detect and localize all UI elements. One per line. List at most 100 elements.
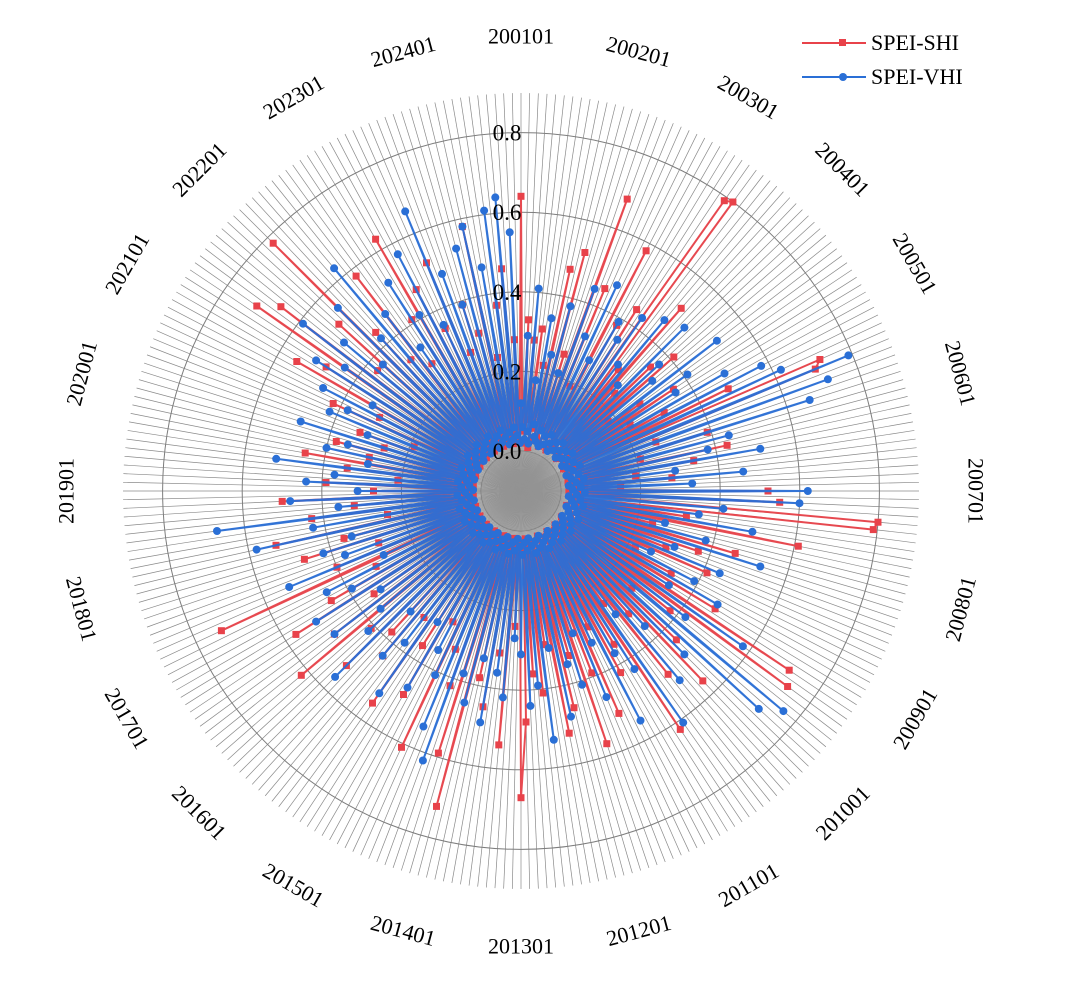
data-point xyxy=(655,360,664,369)
data-point xyxy=(701,536,710,545)
data-point xyxy=(364,627,373,635)
data-point xyxy=(286,497,295,506)
data-point xyxy=(530,420,539,429)
data-point xyxy=(498,693,507,702)
data-point xyxy=(513,431,522,440)
data-point xyxy=(688,479,697,488)
data-point xyxy=(518,427,526,435)
data-point xyxy=(567,712,575,721)
category-label: 202401 xyxy=(368,31,438,72)
category-label: 200301 xyxy=(714,70,784,125)
data-point xyxy=(325,407,334,416)
data-point xyxy=(369,699,376,707)
legend-label: SPEI-SHI xyxy=(871,30,960,55)
data-point xyxy=(724,431,733,440)
data-point xyxy=(568,449,577,458)
data-point xyxy=(676,725,684,733)
data-point xyxy=(583,505,590,513)
data-point xyxy=(301,449,309,457)
data-point xyxy=(794,542,802,550)
data-point xyxy=(480,206,489,215)
data-point xyxy=(529,670,537,678)
data-point xyxy=(376,585,385,594)
category-label: 200801 xyxy=(940,574,981,644)
data-point xyxy=(547,314,556,323)
data-point xyxy=(549,735,558,744)
data-point xyxy=(626,421,634,429)
data-point xyxy=(723,441,731,449)
data-point xyxy=(340,338,348,347)
data-point xyxy=(433,618,442,627)
data-point xyxy=(381,310,390,318)
data-point xyxy=(363,460,372,468)
category-label: 201101 xyxy=(714,858,783,912)
data-point xyxy=(363,431,372,440)
grid-ring xyxy=(162,132,880,850)
data-point xyxy=(570,704,578,712)
data-point xyxy=(579,474,588,483)
legend-swatch-square-icon xyxy=(800,28,866,58)
square-marker-icon xyxy=(839,39,846,46)
category-label: 201201 xyxy=(604,910,674,951)
data-point xyxy=(464,458,473,467)
data-point xyxy=(548,538,557,547)
data-point xyxy=(485,538,494,547)
category-label: 201501 xyxy=(259,858,329,913)
data-point xyxy=(341,551,349,559)
data-point xyxy=(457,483,466,492)
legend-item-spei-vhi[interactable]: SPEI-VHI xyxy=(800,62,963,92)
data-point xyxy=(472,460,481,469)
data-point xyxy=(347,584,356,593)
data-point xyxy=(565,488,573,496)
data-point xyxy=(537,426,546,435)
data-point xyxy=(272,454,281,463)
data-point xyxy=(523,427,532,436)
category-label: 201401 xyxy=(368,910,438,951)
data-point xyxy=(438,269,446,278)
data-point xyxy=(458,300,467,309)
data-point xyxy=(319,384,328,392)
data-point xyxy=(400,638,409,647)
data-point xyxy=(296,417,305,426)
data-point xyxy=(516,439,524,448)
data-point xyxy=(352,272,360,280)
data-point xyxy=(299,319,307,328)
data-point xyxy=(563,455,572,464)
data-point xyxy=(671,388,680,397)
data-point xyxy=(516,539,524,547)
category-label: 202001 xyxy=(61,338,102,408)
data-point xyxy=(756,562,765,571)
data-point xyxy=(562,447,570,456)
data-point xyxy=(510,546,519,555)
data-point xyxy=(403,683,412,692)
data-point xyxy=(368,401,377,410)
data-point xyxy=(504,549,513,558)
data-point xyxy=(823,375,832,384)
data-point xyxy=(531,376,540,385)
series-layer xyxy=(213,192,882,810)
data-point xyxy=(292,630,300,638)
data-point xyxy=(300,555,308,563)
data-point xyxy=(398,743,405,751)
data-point xyxy=(719,504,728,513)
data-point xyxy=(376,604,385,613)
data-point xyxy=(590,284,599,293)
category-label: 202301 xyxy=(259,70,329,125)
data-point xyxy=(331,672,340,681)
data-point xyxy=(672,636,680,644)
data-point xyxy=(546,439,554,448)
data-point xyxy=(517,650,525,659)
data-point xyxy=(547,350,556,359)
data-point xyxy=(557,536,565,545)
data-point xyxy=(712,336,721,345)
data-point xyxy=(633,306,641,314)
data-point xyxy=(625,610,633,618)
data-point xyxy=(803,487,812,495)
data-point xyxy=(253,302,261,310)
legend-label: SPEI-VHI xyxy=(871,64,963,89)
data-point xyxy=(252,545,261,554)
legend-item-spei-shi[interactable]: SPEI-SHI xyxy=(800,28,959,58)
category-label: 201801 xyxy=(61,574,102,644)
center-disk xyxy=(481,451,561,531)
data-point xyxy=(703,569,711,577)
